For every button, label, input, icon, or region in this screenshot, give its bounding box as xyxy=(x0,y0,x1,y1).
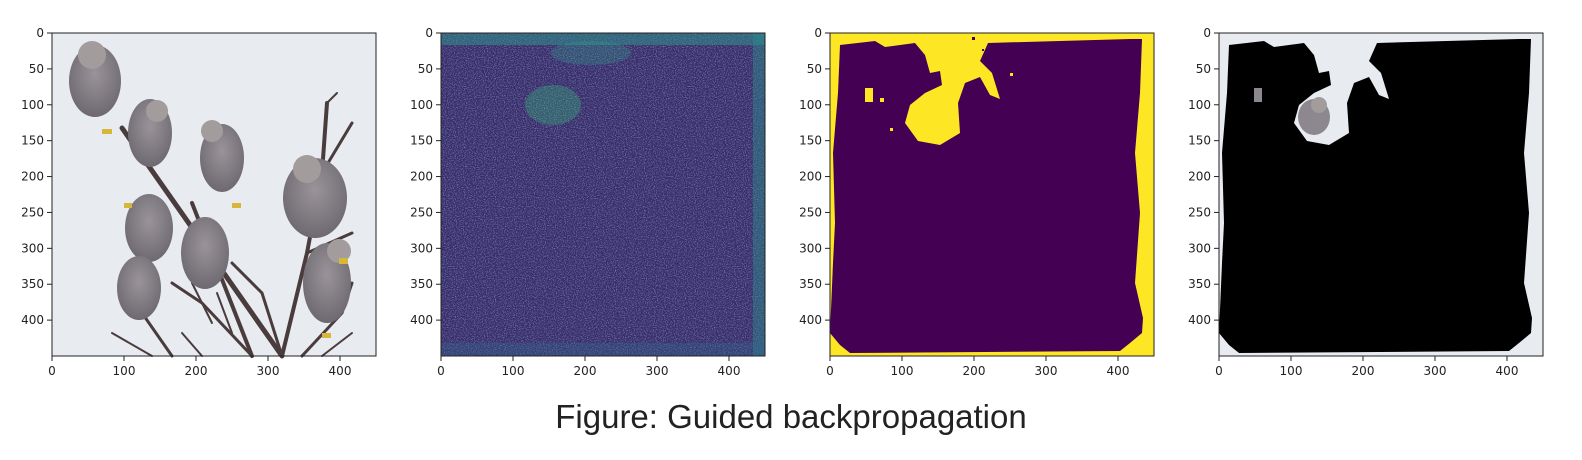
axes-frame xyxy=(1218,32,1544,357)
x-tick-label: 200 xyxy=(574,364,597,378)
x-tick-label: 200 xyxy=(963,364,986,378)
y-tick-label: 0 xyxy=(425,26,433,40)
y-tick-label: 50 xyxy=(807,62,822,76)
bird-tail-marks xyxy=(102,129,348,338)
mask-top-flecks xyxy=(972,37,1001,58)
x-tick-label: 100 xyxy=(502,364,525,378)
gradient-bottom-band xyxy=(441,343,765,356)
x-tick-label: 400 xyxy=(1496,364,1519,378)
y-tick-label: 300 xyxy=(799,241,822,255)
axes-binary-mask: 0 100 200 300 400 0 50 100 150 200 250 300 350 400 xyxy=(799,26,1155,378)
axes-frame xyxy=(829,32,1155,357)
y-tick-label: 100 xyxy=(1188,98,1211,112)
y-tick-label: 350 xyxy=(21,277,44,291)
axes-masked-image: 0 100 200 300 400 0 50 100 150 200 250 300 350 400 xyxy=(1188,26,1544,378)
y-tick-label: 400 xyxy=(799,313,822,327)
mask-speckles xyxy=(865,73,1013,131)
y-tick-label: 0 xyxy=(814,26,822,40)
panel-binary-mask xyxy=(830,33,1154,356)
axes-gradient-map: 0 100 200 300 400 0 50 100 150 200 250 300 350 400 xyxy=(410,26,766,378)
panel-masked-image xyxy=(1219,33,1543,356)
x-tick-label: 300 xyxy=(1035,364,1058,378)
x-tick-label: 0 xyxy=(826,364,834,378)
figure-caption: Figure: Guided backpropagation xyxy=(555,398,1027,435)
x-tick-label: 400 xyxy=(1107,364,1130,378)
x-tick-label: 200 xyxy=(185,364,208,378)
x-tick-label: 100 xyxy=(1280,364,1303,378)
y-tick-label: 100 xyxy=(410,98,433,112)
y-tick-label: 400 xyxy=(1188,313,1211,327)
x-tick-label: 300 xyxy=(1424,364,1447,378)
axes-layer: 0 100 200 300 400 0 50 100 150 200 250 300 350 400 0 10… xyxy=(21,26,1544,378)
bird-heads xyxy=(78,41,351,263)
axes-frame xyxy=(51,32,377,357)
y-tick-label: 350 xyxy=(799,277,822,291)
y-tick-label: 100 xyxy=(799,98,822,112)
x-tick-label: 200 xyxy=(1352,364,1375,378)
masked-black-region xyxy=(1219,39,1532,353)
y-tick-label: 400 xyxy=(410,313,433,327)
panel-gradient-map xyxy=(441,33,765,356)
figure: 0 100 200 300 400 0 50 100 150 200 250 300 350 400 0 10… xyxy=(21,26,1544,378)
y-tick-label: 50 xyxy=(1196,62,1211,76)
y-tick-label: 0 xyxy=(1203,26,1211,40)
y-tick-label: 50 xyxy=(29,62,44,76)
y-tick-label: 250 xyxy=(21,205,44,219)
gradient-hotspot xyxy=(525,85,581,125)
y-tick-label: 300 xyxy=(410,241,433,255)
y-tick-label: 200 xyxy=(1188,170,1211,184)
x-tick-label: 400 xyxy=(329,364,352,378)
x-tick-label: 300 xyxy=(646,364,669,378)
y-tick-label: 150 xyxy=(410,134,433,148)
y-tick-label: 150 xyxy=(21,134,44,148)
y-tick-label: 100 xyxy=(21,98,44,112)
gradient-top-band xyxy=(441,33,765,45)
y-tick-label: 250 xyxy=(410,205,433,219)
x-tick-label: 400 xyxy=(718,364,741,378)
y-tick-label: 200 xyxy=(410,170,433,184)
y-tick-label: 150 xyxy=(799,134,822,148)
x-tick-label: 100 xyxy=(113,364,136,378)
x-tick-label: 0 xyxy=(437,364,445,378)
mask-region xyxy=(830,39,1143,353)
visible-speck xyxy=(1254,88,1262,102)
y-tick-label: 300 xyxy=(21,241,44,255)
y-tick-label: 350 xyxy=(410,277,433,291)
y-tick-label: 350 xyxy=(1188,277,1211,291)
axes-input-image: 0 100 200 300 400 0 50 100 150 200 250 300 350 400 xyxy=(21,26,377,378)
y-tick-label: 150 xyxy=(1188,134,1211,148)
gradient-noise xyxy=(441,33,765,356)
visible-bird-head xyxy=(1311,97,1327,113)
x-tick-label: 300 xyxy=(257,364,280,378)
x-tick-label: 0 xyxy=(48,364,56,378)
y-tick-label: 200 xyxy=(21,170,44,184)
x-tick-label: 100 xyxy=(891,364,914,378)
y-tick-label: 400 xyxy=(21,313,44,327)
y-tick-label: 200 xyxy=(799,170,822,184)
y-tick-label: 300 xyxy=(1188,241,1211,255)
y-tick-label: 250 xyxy=(799,205,822,219)
axes-frame xyxy=(440,32,766,357)
y-tick-label: 250 xyxy=(1188,205,1211,219)
gradient-right-band xyxy=(753,33,765,356)
y-tick-label: 0 xyxy=(36,26,44,40)
x-tick-label: 0 xyxy=(1215,364,1223,378)
gradient-hotspot-top xyxy=(551,41,631,65)
panel-input-image xyxy=(52,33,376,359)
y-tick-label: 50 xyxy=(418,62,433,76)
